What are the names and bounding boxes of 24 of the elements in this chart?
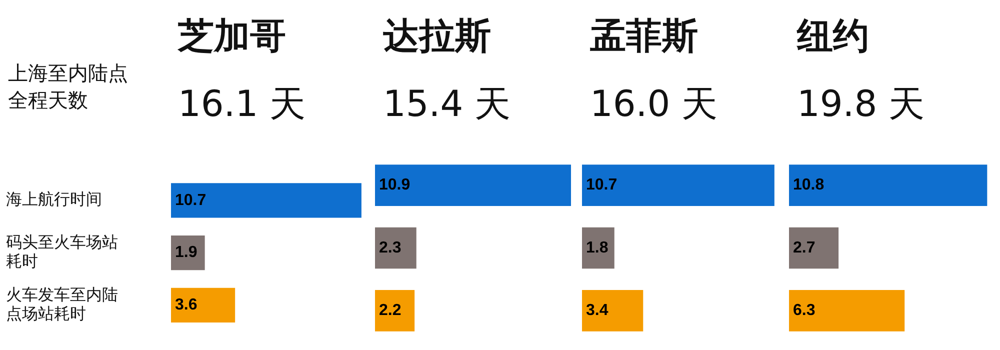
data-label: 3.6 (175, 296, 198, 314)
chart-title: 纽约 (797, 15, 869, 59)
chart-subtitle: 16.1 天 (178, 83, 306, 127)
text: 上海至内陆点全程天数 (8, 60, 129, 114)
data-label: 10.7 (586, 176, 618, 194)
data-label: 1.9 (175, 244, 198, 262)
data-label: 2.2 (379, 302, 402, 320)
chart-title: 达拉斯 (383, 15, 491, 59)
chart-title: 芝加哥 (178, 15, 286, 59)
data-label: 1.8 (586, 239, 608, 256)
data-label: 10.7 (175, 192, 206, 209)
y-tick-label: 火车发车至内陆点场站耗时 (6, 284, 118, 323)
y-tick-label: 码头至火车场站耗时 (6, 232, 118, 271)
chart-subtitle: 16.0 天 (590, 83, 718, 127)
data-label: 2.3 (379, 239, 402, 256)
chart-title: 孟菲斯 (590, 15, 698, 59)
data-label: 10.9 (379, 176, 410, 194)
chart-subtitle: 15.4 天 (383, 83, 511, 127)
data-label: 3.4 (586, 302, 608, 320)
chart-subtitle: 19.8 天 (797, 83, 925, 127)
data-label: 10.8 (793, 176, 824, 194)
data-label: 2.7 (793, 239, 816, 256)
y-tick-label: 海上航行时间 (6, 190, 102, 209)
data-label: 6.3 (793, 302, 816, 320)
